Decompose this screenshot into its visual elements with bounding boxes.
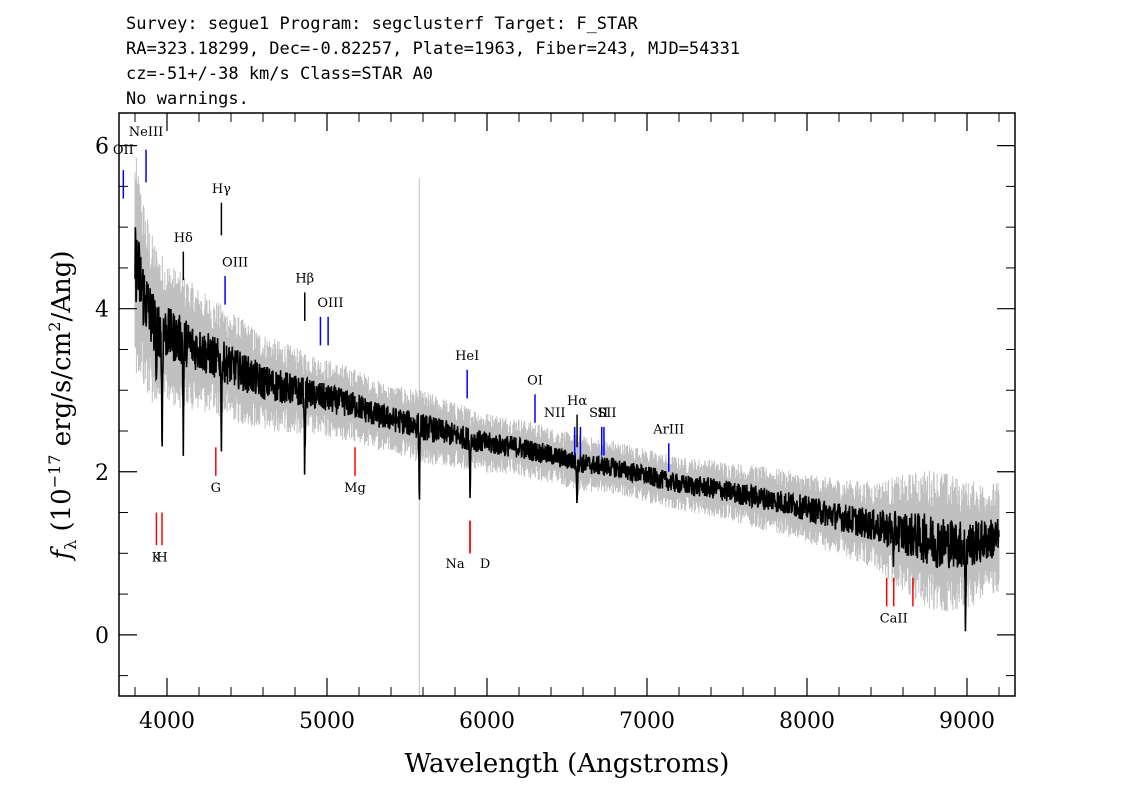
x-tick-label: 4000 [139, 709, 195, 734]
line-h-label: H [156, 550, 167, 565]
x-tick-label: 6000 [459, 709, 515, 734]
line-oi-label: OI [527, 374, 543, 389]
x-tick-label: 5000 [299, 709, 355, 734]
flux-spectrum [134, 227, 1000, 632]
line-na-label: Na [445, 557, 464, 572]
header-line-3: cz=-51+/-38 km/s Class=STAR A0 [126, 64, 433, 84]
line-neiii-label: NeIII [129, 125, 163, 140]
plot-frame [118, 112, 1016, 697]
y-tick-label: 4 [95, 298, 109, 323]
y-tick-label: 6 [95, 135, 109, 160]
line-caii-8542-label: CaII [880, 612, 908, 627]
x-tick-label: 7000 [619, 709, 675, 734]
line-hbeta-label: Hβ [295, 272, 314, 287]
line-oiii-4363-label: OIII [222, 255, 248, 270]
line-sii-6731-label: SII [597, 406, 616, 421]
line-sii-6717-label: SII [589, 406, 608, 421]
header-line-4: No warnings. [126, 89, 249, 109]
line-nii-6548-label: NII [544, 406, 566, 421]
line-oii-label: OII [113, 143, 134, 158]
y-tick-label: 2 [95, 461, 109, 486]
header-line-2: RA=323.18299, Dec=-0.82257, Plate=1963, … [126, 39, 740, 59]
line-halpha-label: Hα [567, 394, 587, 409]
line-d-label: D [480, 557, 490, 572]
error-spectrum [134, 158, 1000, 696]
x-tick-label: 8000 [779, 709, 835, 734]
line-k-label: K [152, 550, 162, 565]
line-ariii-label: ArIII [652, 422, 684, 437]
flux-line [134, 227, 1000, 632]
line-g-label: G [211, 481, 221, 496]
header-line-1: Survey: segue1 Program: segclusterf Targ… [126, 14, 639, 34]
x-tick-label: 9000 [939, 709, 995, 734]
axis-ticks: 4000 5000 6000 7000 8000 9000 0 2 4 6 [95, 113, 1015, 734]
y-tick-label: 0 [95, 624, 109, 649]
line-mg-label: Mg [344, 481, 366, 496]
y-axis-title: fλ (10−17 erg/s/cm2/Ang) [45, 250, 80, 561]
line-hdelta-label: Hδ [174, 231, 193, 246]
x-axis-title: Wavelength (Angstroms) [405, 749, 730, 779]
line-hgamma-label: Hγ [212, 182, 231, 197]
line-oiii-4959-label: OIII [317, 296, 343, 311]
line-hei-label: HeI [455, 349, 479, 364]
